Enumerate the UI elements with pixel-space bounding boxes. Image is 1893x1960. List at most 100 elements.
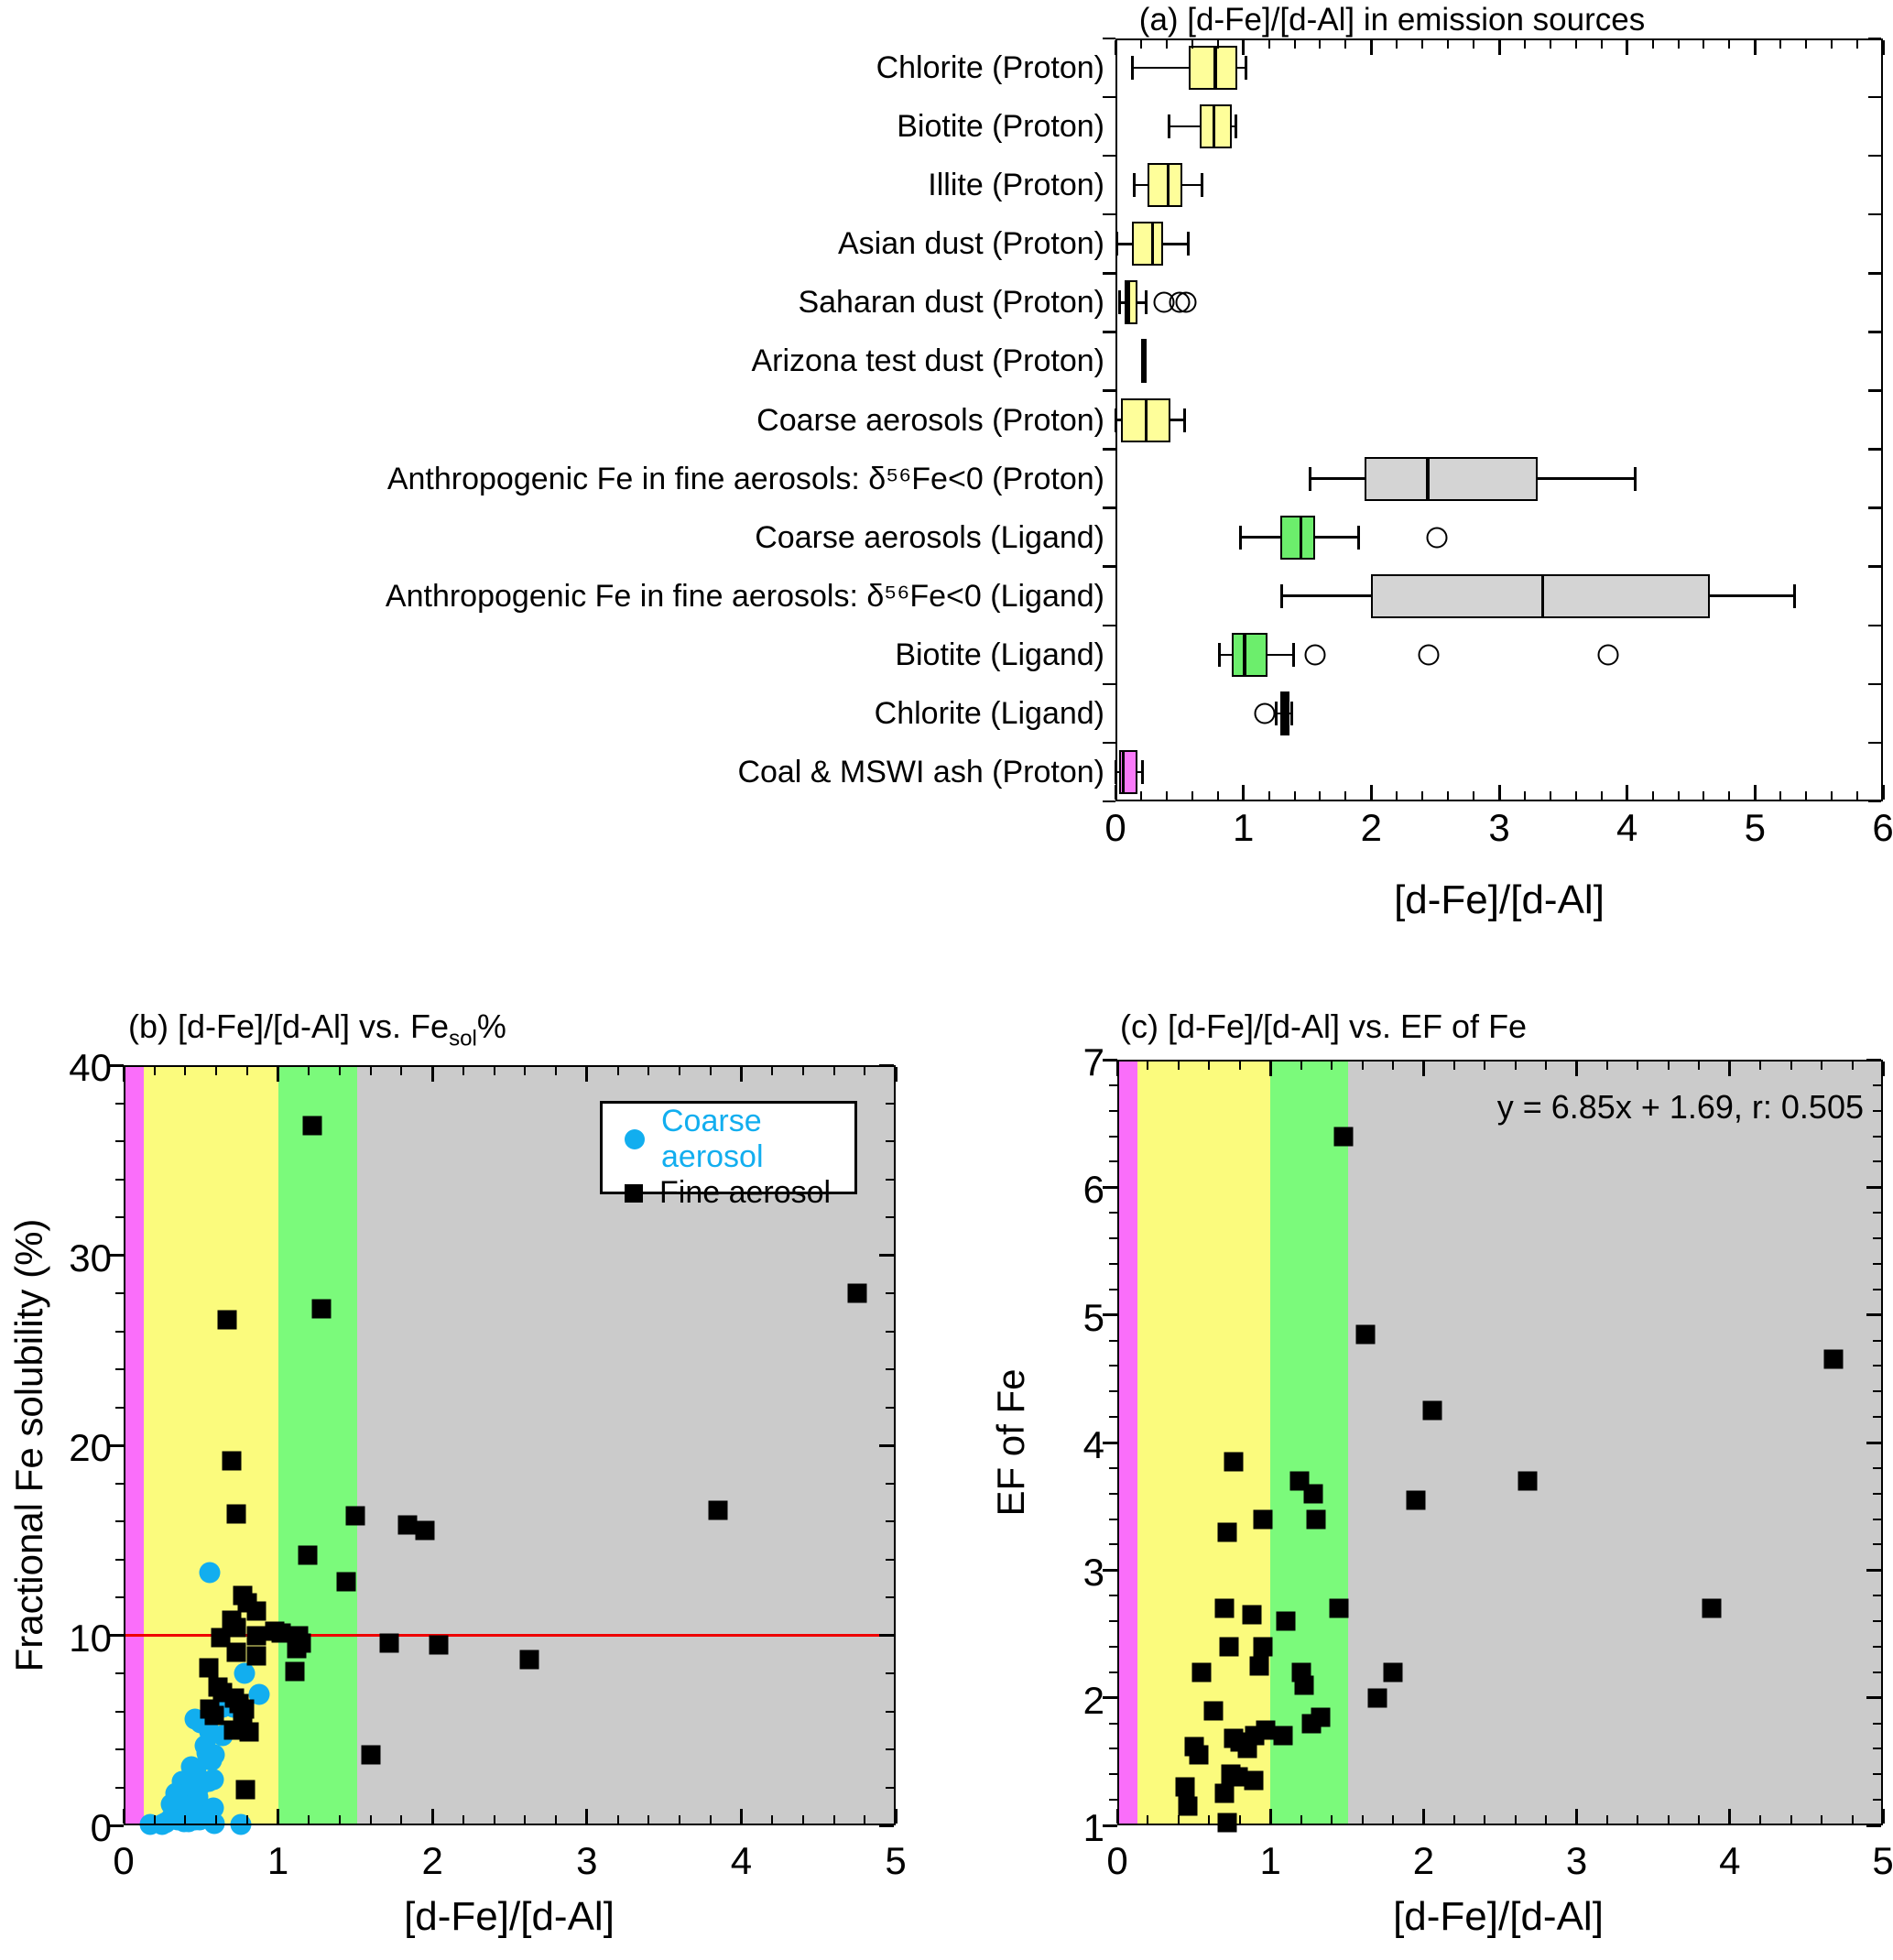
row-label: Anthropogenic Fe in fine aerosols: δ⁵⁶Fe… (385, 578, 1104, 614)
outlier-point (1254, 702, 1276, 724)
y-minor-tick (886, 1786, 894, 1789)
y-tick (1868, 212, 1881, 216)
y-minor-tick (886, 1748, 894, 1750)
x-minor-tick (678, 1815, 680, 1824)
y-minor-tick (1109, 1135, 1117, 1138)
x-minor-tick (1396, 791, 1398, 800)
y-minor-tick (1109, 1645, 1117, 1648)
y-minor-tick (1109, 1722, 1117, 1725)
x-minor-tick (1677, 791, 1680, 800)
scatter-point-fine (1273, 1726, 1293, 1746)
x-minor-tick (1805, 40, 1808, 49)
whisker-line (1134, 183, 1148, 187)
y-minor-tick (115, 1520, 124, 1522)
y-minor-tick (1873, 1135, 1881, 1138)
x-tick-label: 3 (576, 1839, 598, 1882)
scatter-point-fine (239, 1722, 259, 1742)
y-minor-tick (1873, 1160, 1881, 1163)
whisker-line (1232, 125, 1236, 128)
y-tick (1103, 800, 1115, 803)
x-minor-tick (1208, 1062, 1211, 1070)
x-tick (1369, 785, 1373, 800)
scatter-point-fine (1237, 1738, 1257, 1759)
x-minor-tick (1851, 1062, 1854, 1070)
y-tick (1868, 506, 1881, 509)
x-tick-label: 2 (1412, 1839, 1435, 1882)
x-minor-tick (1523, 791, 1526, 800)
whisker-line (1314, 536, 1359, 539)
row-label: Asian dust (Proton) (837, 226, 1104, 262)
row-label: Biotite (Proton) (897, 109, 1104, 145)
scatter-point-coarse (203, 1813, 225, 1835)
y-minor-tick (886, 1558, 894, 1561)
row-label: Coal & MSWI ash (Proton) (737, 754, 1104, 789)
x-minor-tick (1165, 40, 1168, 49)
boxplot-median (1121, 749, 1126, 794)
whisker-cap (1201, 173, 1204, 198)
x-minor-tick (1300, 1815, 1302, 1824)
boxplot-box (1188, 46, 1237, 91)
x-tick-label: 1 (1259, 1839, 1281, 1882)
scatter-point-fine (1224, 1452, 1244, 1472)
scatter-point-fine (429, 1635, 449, 1655)
y-tick (1103, 1696, 1117, 1700)
x-minor-tick (1177, 1062, 1180, 1070)
y-minor-tick (886, 1406, 894, 1409)
x-minor-tick (1667, 1062, 1670, 1070)
y-tick (1866, 1185, 1881, 1189)
x-tick-label: 1 (1232, 806, 1255, 849)
y-minor-tick (886, 1482, 894, 1485)
x-minor-tick (1361, 1815, 1364, 1824)
boxplot-median (1426, 456, 1430, 501)
x-minor-tick (864, 1815, 866, 1824)
scatter-point-fine (226, 1504, 246, 1524)
x-tick-label: 2 (421, 1839, 443, 1882)
y-tick-label: 6 (1082, 1168, 1104, 1212)
y-tick (1103, 741, 1115, 745)
scatter-point-fine (246, 1626, 267, 1645)
x-tick (430, 1067, 434, 1082)
x-tick-label: 3 (1488, 806, 1510, 849)
boxplot-box (1147, 163, 1182, 208)
x-minor-tick (1698, 1815, 1701, 1824)
x-minor-tick (369, 1067, 372, 1075)
boxplot-median (1150, 222, 1155, 267)
x-minor-tick (1779, 791, 1782, 800)
y-minor-tick (115, 1672, 124, 1674)
x-minor-tick (771, 1067, 774, 1075)
whisker-line (1710, 594, 1795, 597)
row-label: Coarse aerosols (Ligand) (755, 519, 1104, 555)
y-minor-tick (1109, 1212, 1117, 1214)
scatter-point-fine (271, 1623, 291, 1643)
y-tick (1103, 37, 1115, 40)
y-tick (109, 1443, 124, 1447)
y-minor-tick (1109, 1620, 1117, 1623)
x-minor-tick (1856, 40, 1859, 49)
x-minor-tick (1344, 40, 1347, 49)
scatter-point-fine (217, 1310, 237, 1330)
row-label: Arizona test dust (Proton) (751, 343, 1104, 379)
y-minor-tick (1109, 1288, 1117, 1290)
boxplot-median (1299, 515, 1303, 560)
whisker-cap (1114, 408, 1117, 432)
x-tick (277, 1809, 280, 1824)
y-tick (1866, 1696, 1881, 1700)
y-minor-tick (886, 1596, 894, 1598)
boxplot-median (1144, 397, 1148, 442)
y-minor-tick (1873, 1748, 1881, 1750)
boxplot-median (1282, 691, 1287, 735)
x-tick-label: 4 (730, 1839, 753, 1882)
y-tick (1103, 506, 1115, 509)
x-minor-tick (1549, 40, 1551, 49)
scatter-point-fine (246, 1601, 267, 1621)
x-tick (1268, 1809, 1272, 1824)
y-minor-tick (886, 1216, 894, 1218)
x-minor-tick (153, 1815, 156, 1824)
x-tick (1881, 40, 1885, 55)
x-minor-tick (801, 1067, 804, 1075)
scatter-point-fine (226, 1642, 246, 1662)
whisker-line (1310, 477, 1365, 480)
x-minor-tick (1651, 791, 1654, 800)
y-tick (1103, 1568, 1117, 1572)
x-tick (1881, 1809, 1885, 1824)
